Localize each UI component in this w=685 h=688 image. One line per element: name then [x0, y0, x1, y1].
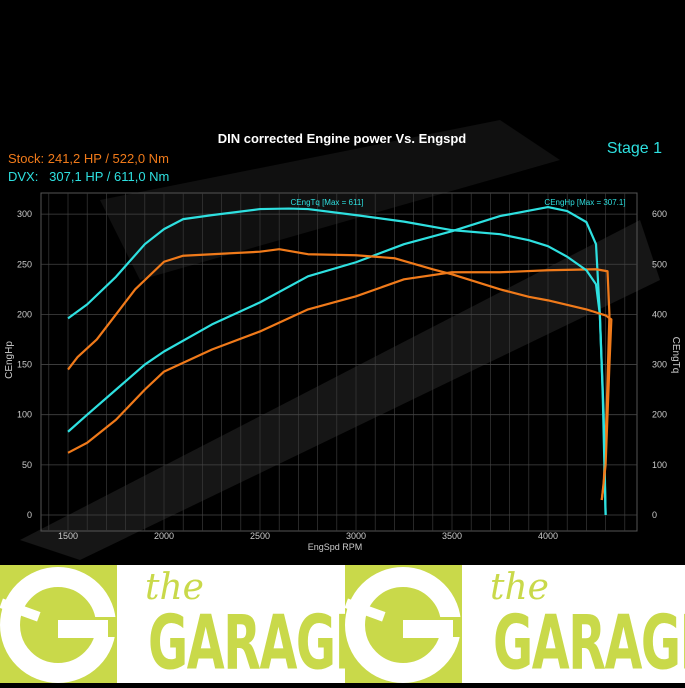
logo-the: the [490, 567, 549, 608]
logo-garage: GARAGE [493, 600, 685, 688]
dvx-summary: DVX: 307,1 HP / 611,0 Nm [8, 169, 169, 184]
garage-banner: the GARAGE the GARAGE [0, 565, 685, 683]
stock-summary: Stock: 241,2 HP / 522,0 Nm [8, 151, 169, 166]
series-stock-tq [67, 248, 613, 501]
y-tick-label: 200 [17, 309, 32, 319]
series-stock-hp [67, 268, 611, 501]
x-tick-label: 3500 [442, 531, 462, 541]
y2-tick-label: 400 [652, 309, 667, 319]
y-tick-label: 50 [22, 460, 32, 470]
x-tick-label: 1500 [58, 531, 78, 541]
annotation-hp-max: CEngHp [Max = 307.1] [544, 198, 625, 207]
x-tick-label: 4000 [538, 531, 558, 541]
x-tick-label: 3000 [346, 531, 366, 541]
g-wrench-icon [0, 565, 122, 683]
y2-tick-label: 600 [652, 209, 667, 219]
y-tick-label: 300 [17, 209, 32, 219]
y2-axis-label: CEngTq [670, 337, 681, 374]
stage-label: Stage 1 [607, 140, 662, 157]
y-tick-label: 150 [17, 360, 32, 370]
x-tick-label: 2000 [154, 531, 174, 541]
x-axis-label: EngSpd RPM [308, 542, 363, 552]
chart-title: DIN corrected Engine power Vs. Engspd [218, 131, 467, 146]
y-tick-label: 0 [27, 510, 32, 520]
y2-tick-label: 500 [652, 259, 667, 269]
x-tick-label: 2500 [250, 531, 270, 541]
y-axis-label: CEngHp [4, 341, 15, 379]
g-wrench-icon [344, 565, 467, 683]
logo-the: the [145, 567, 204, 608]
y-tick-label: 250 [17, 259, 32, 269]
y-tick-label: 100 [17, 410, 32, 420]
dvx-watermark [20, 120, 660, 560]
y2-tick-label: 100 [652, 460, 667, 470]
series-dvx-tq [67, 207, 607, 516]
plot-frame [40, 192, 638, 532]
logo-garage: GARAGE [148, 600, 368, 688]
annotation-tq-max: CEngTq [Max = 611] [291, 198, 364, 207]
y2-tick-label: 0 [652, 510, 657, 520]
y2-tick-label: 200 [652, 410, 667, 420]
y2-tick-label: 300 [652, 360, 667, 370]
dyno-chart: DIN corrected Engine power Vs. Engspd St… [4, 120, 681, 560]
